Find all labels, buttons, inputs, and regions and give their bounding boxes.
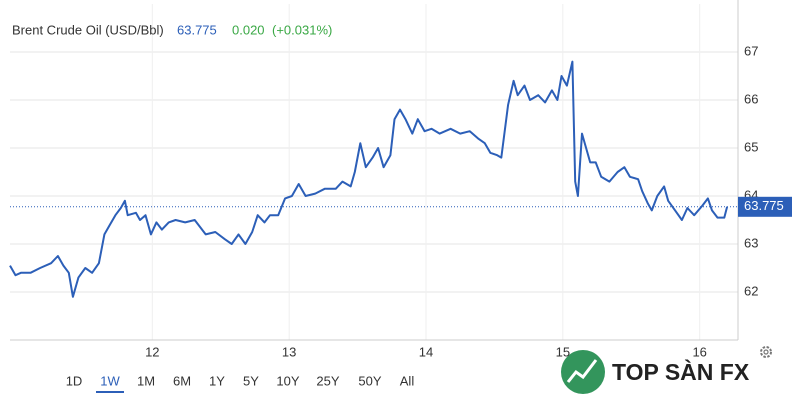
last-price-tag — [738, 196, 792, 217]
settings-icon[interactable] — [760, 346, 772, 358]
range-button[interactable]: 1M — [137, 373, 155, 388]
range-button[interactable]: 25Y — [316, 373, 339, 388]
change-percent: (+0.031%) — [272, 22, 332, 37]
y-tick-label: 67 — [744, 43, 758, 58]
range-button[interactable]: 5Y — [243, 373, 259, 388]
y-tick-label: 66 — [744, 91, 758, 106]
range-button[interactable]: 1Y — [209, 373, 225, 388]
x-tick-label: 15 — [556, 344, 570, 359]
watermark-logo: TOP SÀN FX — [561, 350, 750, 394]
gear-hub[interactable] — [763, 349, 769, 355]
range-button[interactable]: 1D — [66, 373, 83, 388]
price-line — [9, 60, 729, 298]
range-button[interactable]: 6M — [173, 373, 191, 388]
last-price-tag-label: 63.775 — [744, 198, 784, 213]
x-tick-label: 12 — [145, 344, 159, 359]
y-tick-label: 63 — [744, 235, 758, 250]
logo-arrow — [566, 359, 598, 383]
gear[interactable] — [760, 346, 772, 358]
y-tick-label: 62 — [744, 283, 758, 298]
range-button[interactable]: 1W — [100, 373, 120, 388]
x-tick-label: 13 — [282, 344, 296, 359]
x-tick-label: 14 — [419, 344, 433, 359]
y-tick-label: 65 — [744, 139, 758, 154]
range-button[interactable]: All — [400, 373, 415, 388]
range-button[interactable]: 10Y — [276, 373, 299, 388]
change: 0.020 — [232, 22, 265, 37]
watermark-text: TOP SÀN FX — [612, 358, 750, 385]
range-button[interactable]: 50Y — [358, 373, 381, 388]
x-tick-label: 16 — [692, 344, 706, 359]
last-price: 63.775 — [177, 22, 217, 37]
chart-title: Brent Crude Oil (USD/Bbl) — [12, 22, 164, 37]
